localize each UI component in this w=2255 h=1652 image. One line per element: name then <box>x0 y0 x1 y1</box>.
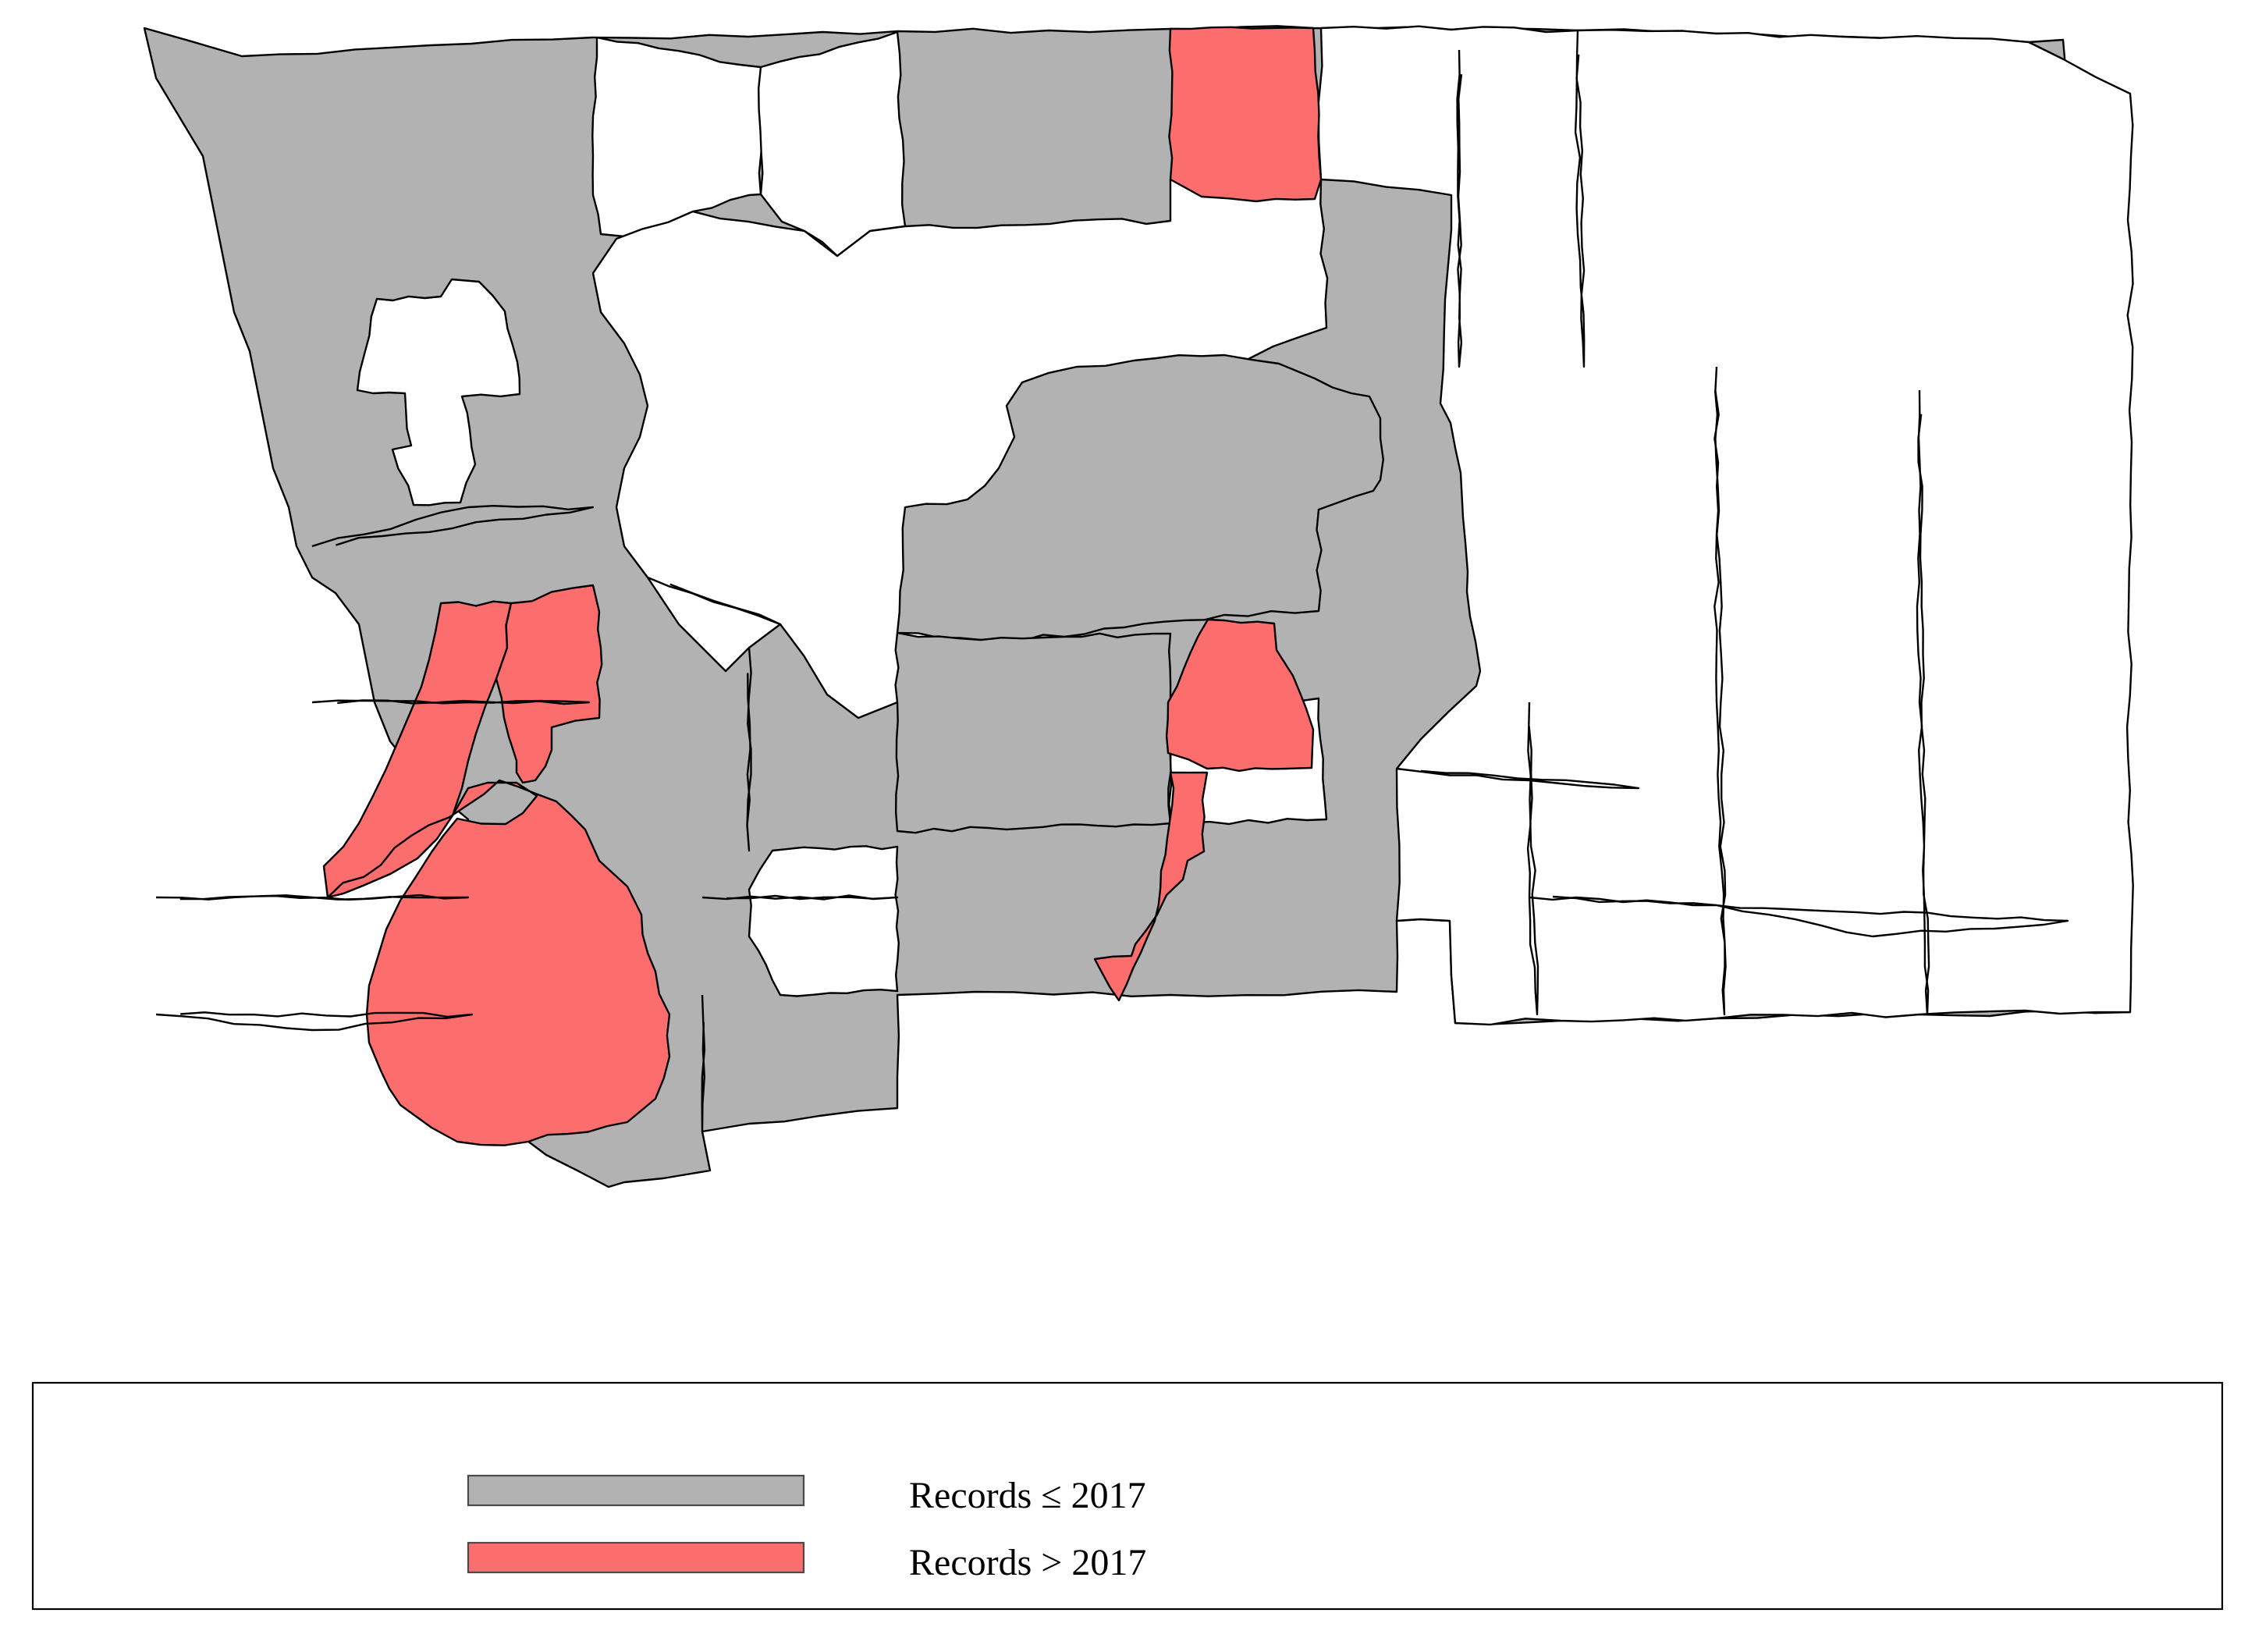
svg-text:Records > 2017: Records > 2017 <box>909 1542 1146 1583</box>
svg-text:Records ≤ 2017: Records ≤ 2017 <box>909 1475 1146 1516</box>
